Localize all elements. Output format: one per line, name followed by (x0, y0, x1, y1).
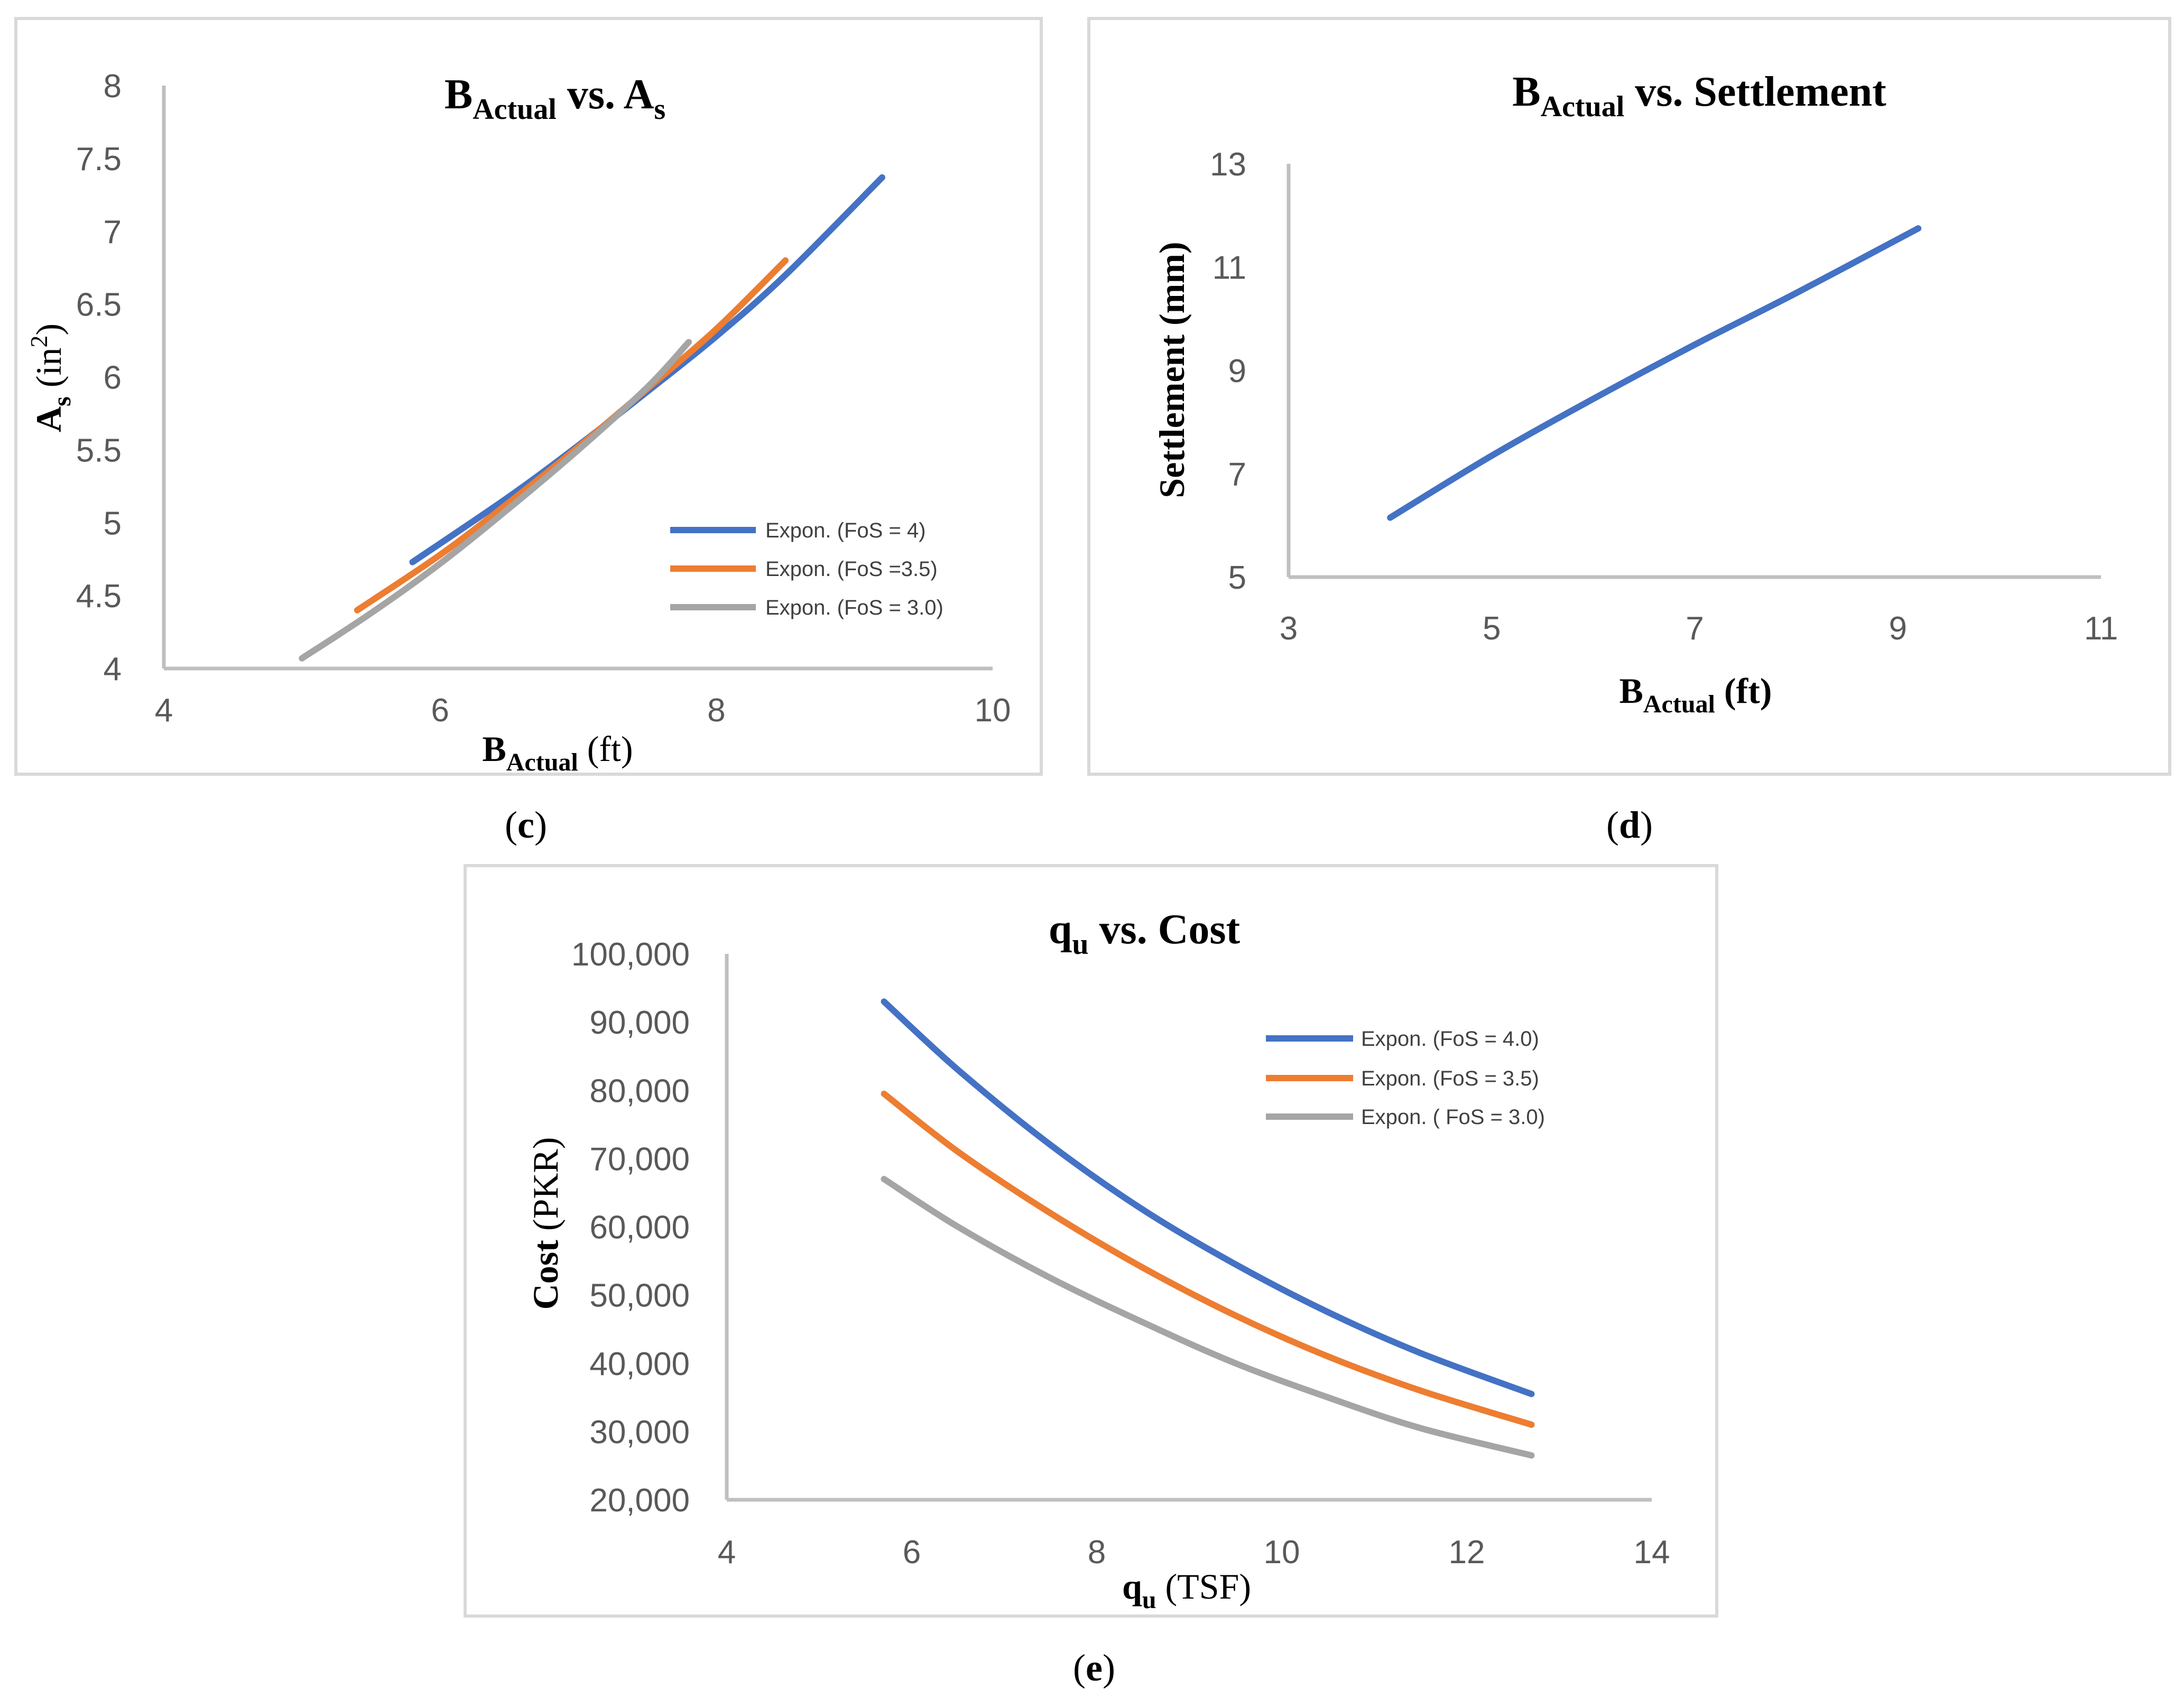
legend-label-fos-4: Expon. (FoS = 4) (765, 519, 926, 542)
panel-e-title: qu vs. Cost (1049, 906, 1241, 961)
panel-e-series-line-1 (881, 998, 1535, 1397)
panel-e-series-line-2 (881, 1090, 1535, 1428)
panel-c-x-axis-label: BActual (ft) (482, 729, 633, 776)
panel-e-x-tick-label: 6 (903, 1534, 921, 1571)
panel-c-y-tick-label: 4 (104, 651, 122, 688)
panel-c-y-tick-label: 7 (104, 214, 122, 250)
panel-c-y-tick-label: 6.5 (76, 287, 122, 323)
panel-e-y-tick-label: 40,000 (589, 1346, 690, 1382)
panel-d-x-tick-label: 9 (1889, 610, 1907, 647)
panel-e-x-tick-label: 8 (1088, 1534, 1106, 1571)
panel-d-x-tick-label: 7 (1686, 610, 1704, 647)
panel-d-title: BActual vs. Settlement (1512, 69, 1886, 123)
caption-e: (e) (1073, 1647, 1115, 1689)
panel-d-y-tick-label: 5 (1228, 560, 1246, 596)
panel-d-y-tick-label: 9 (1228, 353, 1246, 389)
panel-e-x-tick-label: 12 (1449, 1534, 1485, 1571)
legend-label-fos-3-0: Expon. ( FoS = 3.0) (1361, 1106, 1545, 1129)
panel-c-plot: 4 6 8 10 4 4.5 5 5.5 6 6.5 7 7.5 8 (76, 68, 1011, 729)
panel-d-x-axis-label: BActual (ft) (1620, 671, 1772, 718)
legend-label-fos-4-0: Expon. (FoS = 4.0) (1361, 1027, 1539, 1051)
panel-e: qu vs. Cost 4 6 8 10 12 14 20,000 30,000 40,000 5… (464, 864, 1718, 1618)
panel-e-series-line-3 (881, 1176, 1535, 1459)
legend-label-fos-3-5: Expon. (FoS =3.5) (765, 558, 938, 581)
panel-c-y-tick-label: 5 (104, 505, 122, 542)
panel-c-y-tick-label: 6 (104, 360, 122, 396)
panel-d-x-tick-label: 3 (1280, 610, 1298, 647)
panel-c-x-tick-label: 10 (975, 692, 1011, 729)
panel-e-x-tick-label: 14 (1634, 1534, 1670, 1571)
panel-e-y-tick-label: 100,000 (571, 936, 690, 973)
panel-c-series-line-3 (299, 339, 692, 662)
panel-e-y-tick-label: 30,000 (589, 1414, 690, 1451)
panel-c-y-axis-label: As (in2) (25, 323, 76, 432)
panel-e-x-tick-label: 10 (1264, 1534, 1300, 1571)
panel-c-frame (14, 17, 1043, 776)
panel-e-plot: 4 6 8 10 12 14 20,000 30,000 40,000 50,000 60,000 7… (571, 936, 1670, 1571)
panel-c-y-tick-label: 8 (104, 68, 122, 105)
panel-e-legend: Expon. (FoS = 4.0) Expon. (FoS = 3.5) Ex… (1266, 1027, 1545, 1129)
panel-e-y-tick-label: 20,000 (589, 1482, 690, 1519)
panel-e-x-tick-label: 4 (718, 1534, 736, 1571)
caption-d: (d) (1606, 804, 1653, 846)
panel-d-x-tick-label: 11 (2084, 610, 2118, 647)
panel-e-y-tick-label: 80,000 (589, 1073, 690, 1109)
panel-d-frame (1087, 17, 2171, 776)
caption-c: (c) (505, 804, 547, 846)
panel-e-y-tick-label: 90,000 (589, 1005, 690, 1041)
panel-e-y-tick-label: 60,000 (589, 1210, 690, 1246)
panel-e-y-tick-label: 70,000 (589, 1141, 690, 1177)
panel-c-x-tick-label: 8 (707, 692, 725, 729)
panel-c-y-tick-label: 4.5 (76, 578, 122, 615)
panel-c-x-tick-label: 4 (155, 692, 173, 729)
panel-d-y-tick-label: 7 (1228, 457, 1246, 493)
panel-d-x-tick-label: 5 (1483, 610, 1501, 647)
panel-d-y-axis-label: Settlement (mm) (1152, 242, 1192, 498)
legend-label-fos-3: Expon. (FoS = 3.0) (765, 596, 943, 619)
panel-c-y-tick-label: 7.5 (76, 141, 122, 178)
legend-label-fos-3-5: Expon. (FoS = 3.5) (1361, 1067, 1539, 1090)
panel-e-x-axis-label: qu (TSF) (1122, 1566, 1251, 1614)
panel-d-series-line-1 (1387, 225, 1922, 521)
panel-d-y-tick-label: 13 (1210, 146, 1246, 183)
panel-c-x-tick-label: 6 (431, 692, 449, 729)
panel-c-y-tick-label: 5.5 (76, 432, 122, 469)
panel-e-y-tick-label: 50,000 (589, 1278, 690, 1314)
panel-c: BActual vs. As 4 6 8 10 4 4.5 5 5.5 6 6.5 7 7.5 8 BA… (14, 17, 1043, 776)
panel-e-y-axis-label: Cost (PKR) (525, 1137, 566, 1310)
panel-d-y-tick-label: 11 (1213, 250, 1246, 286)
panel-c-title: BActual vs. As (445, 71, 665, 126)
panel-c-legend: Expon. (FoS = 4) Expon. (FoS =3.5) Expon… (670, 519, 943, 619)
